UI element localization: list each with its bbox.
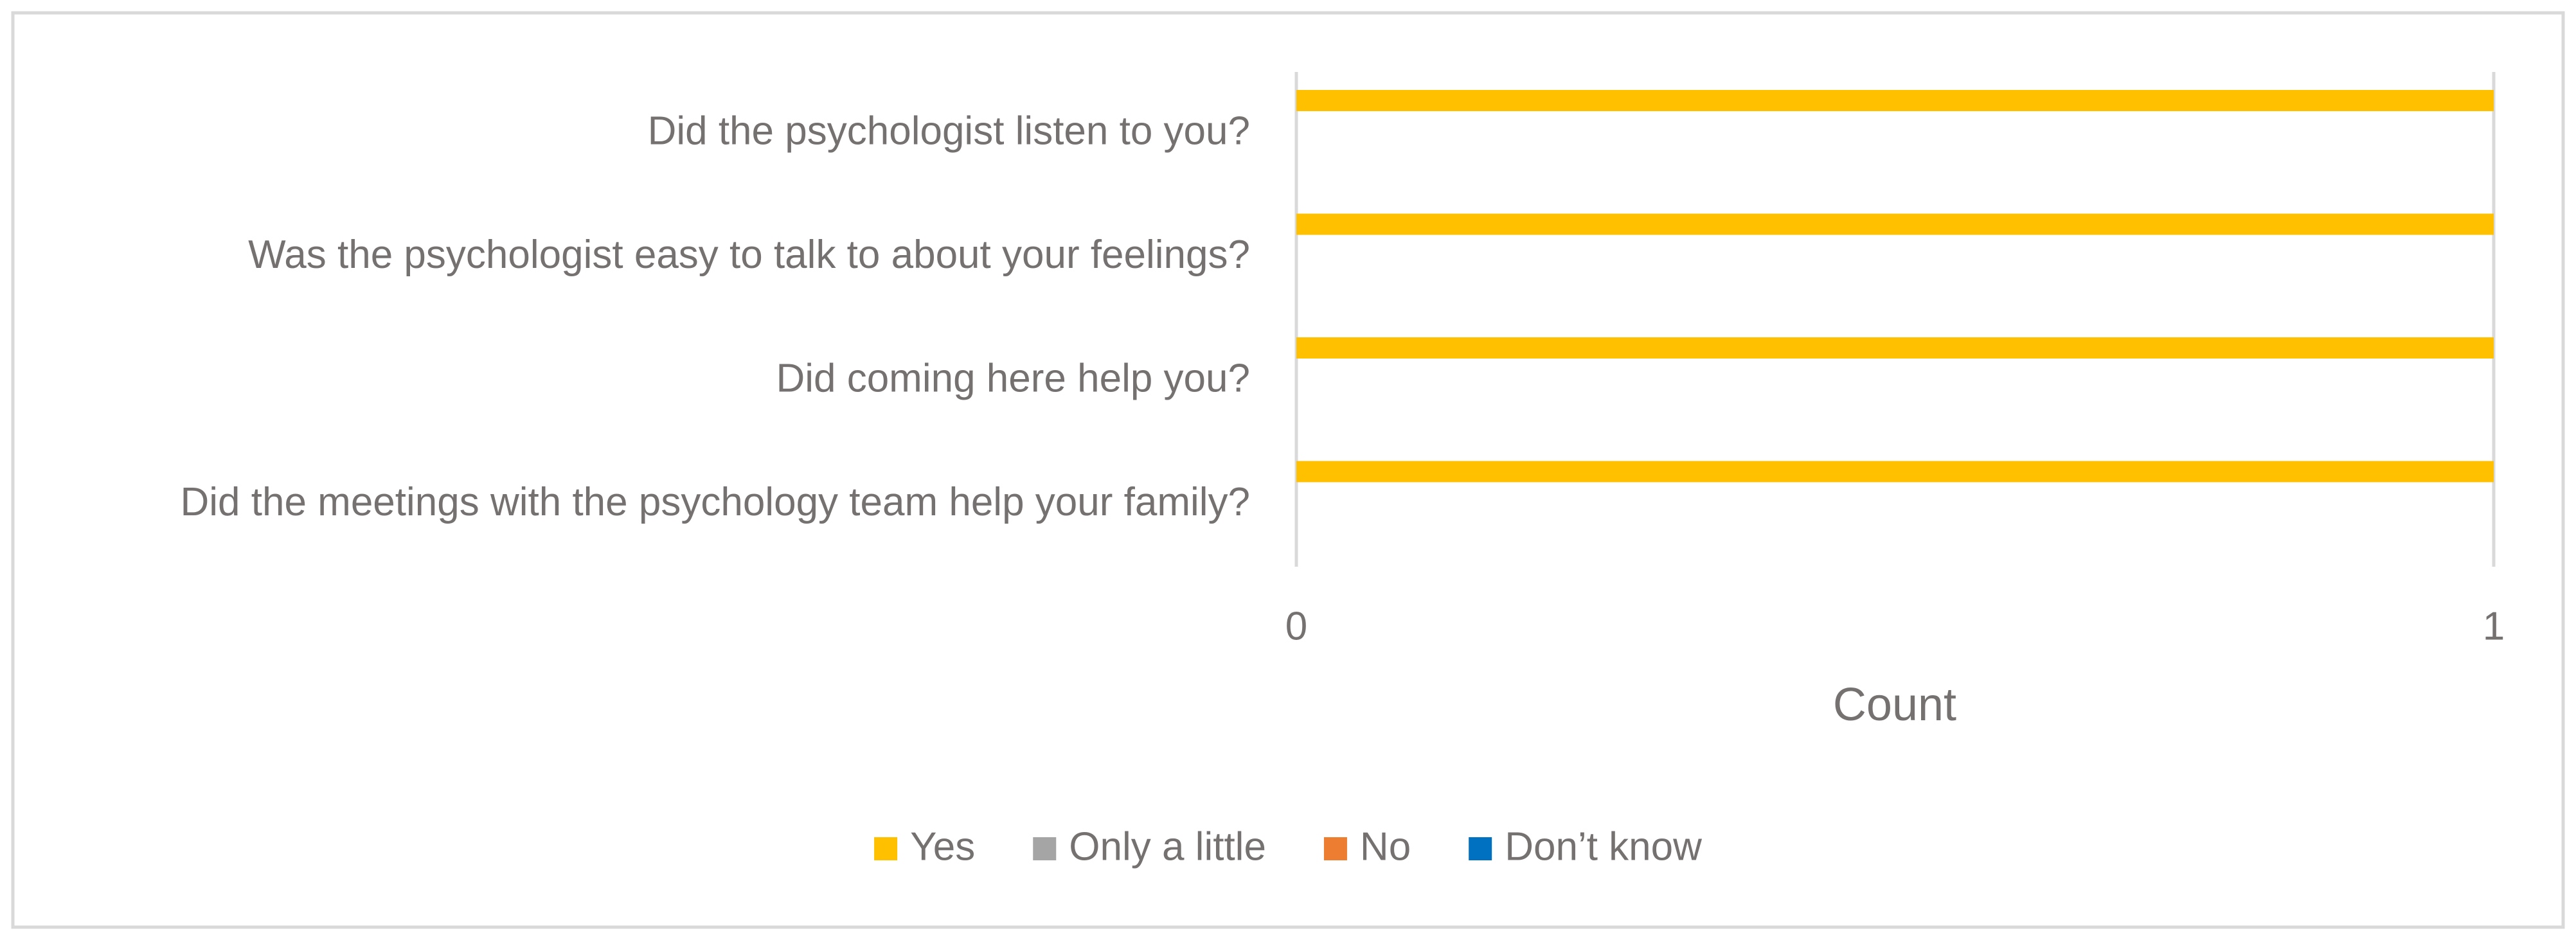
legend-label: Don’t know [1505,824,1702,869]
y-tick-label: Did the psychologist listen to you? [648,109,1250,154]
x-tick-label: 0 [1285,604,1307,648]
legend-label: Yes [910,824,975,869]
legend-label: No [1360,824,1411,869]
y-tick-label: Was the psychologist easy to talk to abo… [248,233,1250,277]
bar [1296,90,2494,111]
bar [1296,213,2494,235]
legend-swatch [1033,837,1057,860]
legend-swatch [874,837,898,860]
x-axis-title: Count [1833,679,1956,731]
bar [1296,461,2494,483]
y-tick-label: Did coming here help you? [776,357,1250,401]
legend-swatch [1469,837,1492,860]
legend-label: Only a little [1069,824,1266,869]
bar [1296,337,2494,359]
legend-swatch [1323,837,1347,860]
x-tick-label: 1 [2483,604,2505,648]
y-tick-label: Did the meetings with the psychology tea… [181,480,1251,524]
